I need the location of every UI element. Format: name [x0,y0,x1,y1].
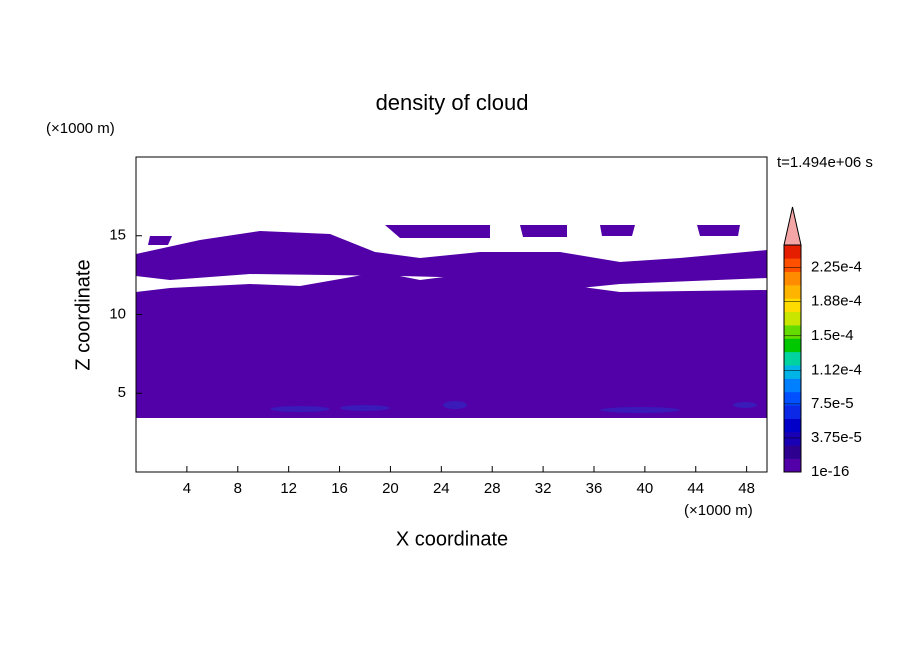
y-tick-label: 10 [109,305,126,322]
x-tick-label: 24 [433,480,450,497]
x-tick-label: 16 [331,480,348,497]
x-tick-label: 4 [183,480,191,497]
speck [340,405,390,411]
cloud-region [136,231,767,290]
x-tick-label: 8 [234,480,242,497]
cloud-region [420,258,445,268]
colorbar-band [784,458,801,473]
time-label: t=1.494e+06 s [777,154,873,171]
cloud-region [136,225,767,418]
colorbar-band [784,258,801,273]
x-tick-label: 48 [738,480,755,497]
colorbar-label: 1.5e-4 [811,327,854,344]
colorbar-band [784,405,801,419]
colorbar-band [784,445,801,459]
colorbar-band [784,311,801,326]
colorbar-band [784,378,801,393]
colorbar-band [784,431,801,446]
x-tick-label: 28 [484,480,501,497]
speck [600,407,680,413]
colorbar-band [784,365,801,379]
dense-specks [270,401,757,413]
colorbar-label: 1.12e-4 [811,361,862,378]
chart-title: density of cloud [376,90,529,115]
colorbar-band [784,325,801,339]
colorbar-band [784,245,801,259]
speck [733,402,757,408]
cloud-region [148,236,172,245]
colorbar-band [784,285,801,299]
x-tick-label: 44 [687,480,704,497]
colorbar-label: 2.25e-4 [811,259,862,276]
cloud-region [520,225,567,237]
x-tick-label: 36 [586,480,603,497]
colorbar-band [784,351,801,366]
colorbar-label: 1e-16 [811,463,849,480]
speck [443,401,467,409]
colorbar-label: 7.5e-5 [811,395,854,412]
y-axis-label: Z coordinate [72,259,94,370]
colorbar-band [784,338,801,353]
colorbar-extend [783,206,802,246]
x-axis-label: X coordinate [396,528,508,550]
x-tick-label: 20 [382,480,399,497]
x-tick-label: 32 [535,480,552,497]
speck [270,406,330,412]
colorbar-band [784,298,801,313]
y-unit: (×1000 m) [46,120,115,137]
colorbar-band [784,271,801,286]
x-tick-label: 12 [280,480,297,497]
y-tick-label: 5 [118,384,126,401]
cloud-region [385,225,490,238]
colorbar-label: 3.75e-5 [811,429,862,446]
cloud-region [600,225,635,236]
colorbar-label: 1.88e-4 [811,292,862,309]
colorbar-band [784,418,801,433]
y-tick-label: 15 [109,227,126,244]
cloud-region [136,270,767,418]
x-tick-label: 40 [637,480,654,497]
colorbar-band [784,391,801,406]
x-unit: (×1000 m) [684,502,753,519]
cloud-region [697,225,740,236]
